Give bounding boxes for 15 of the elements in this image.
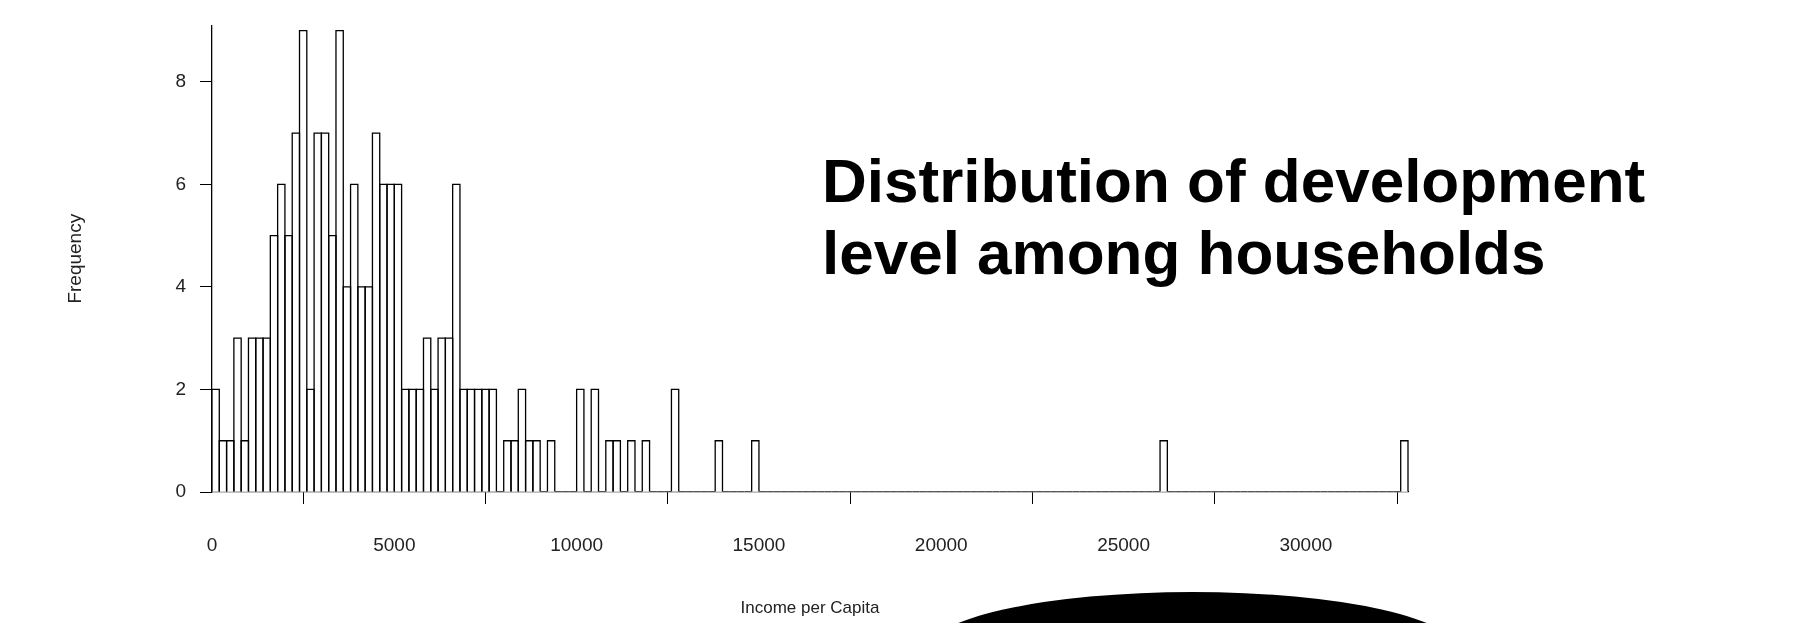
y-tick-label: 8 [175, 70, 186, 92]
text: Distribution of development level among households [822, 145, 1647, 289]
x-axis-title: Income per Capita [740, 598, 880, 618]
x-tick-label: 5000 [373, 533, 416, 555]
x-tick-label: 15000 [732, 533, 786, 555]
y-tick-label: 0 [175, 480, 186, 502]
y-tick-label: 4 [175, 275, 187, 297]
x-tick-label: 25000 [1097, 533, 1151, 555]
x-tick-label: 10000 [550, 533, 604, 555]
y-tick-label: 2 [175, 377, 186, 399]
x-tick-label: 30000 [1279, 533, 1333, 555]
x-tick-label: 0 [206, 533, 218, 555]
x-tick-label: 20000 [914, 533, 968, 555]
y-axis-title: Frequency [63, 213, 85, 304]
y-tick-label: 6 [175, 172, 186, 194]
